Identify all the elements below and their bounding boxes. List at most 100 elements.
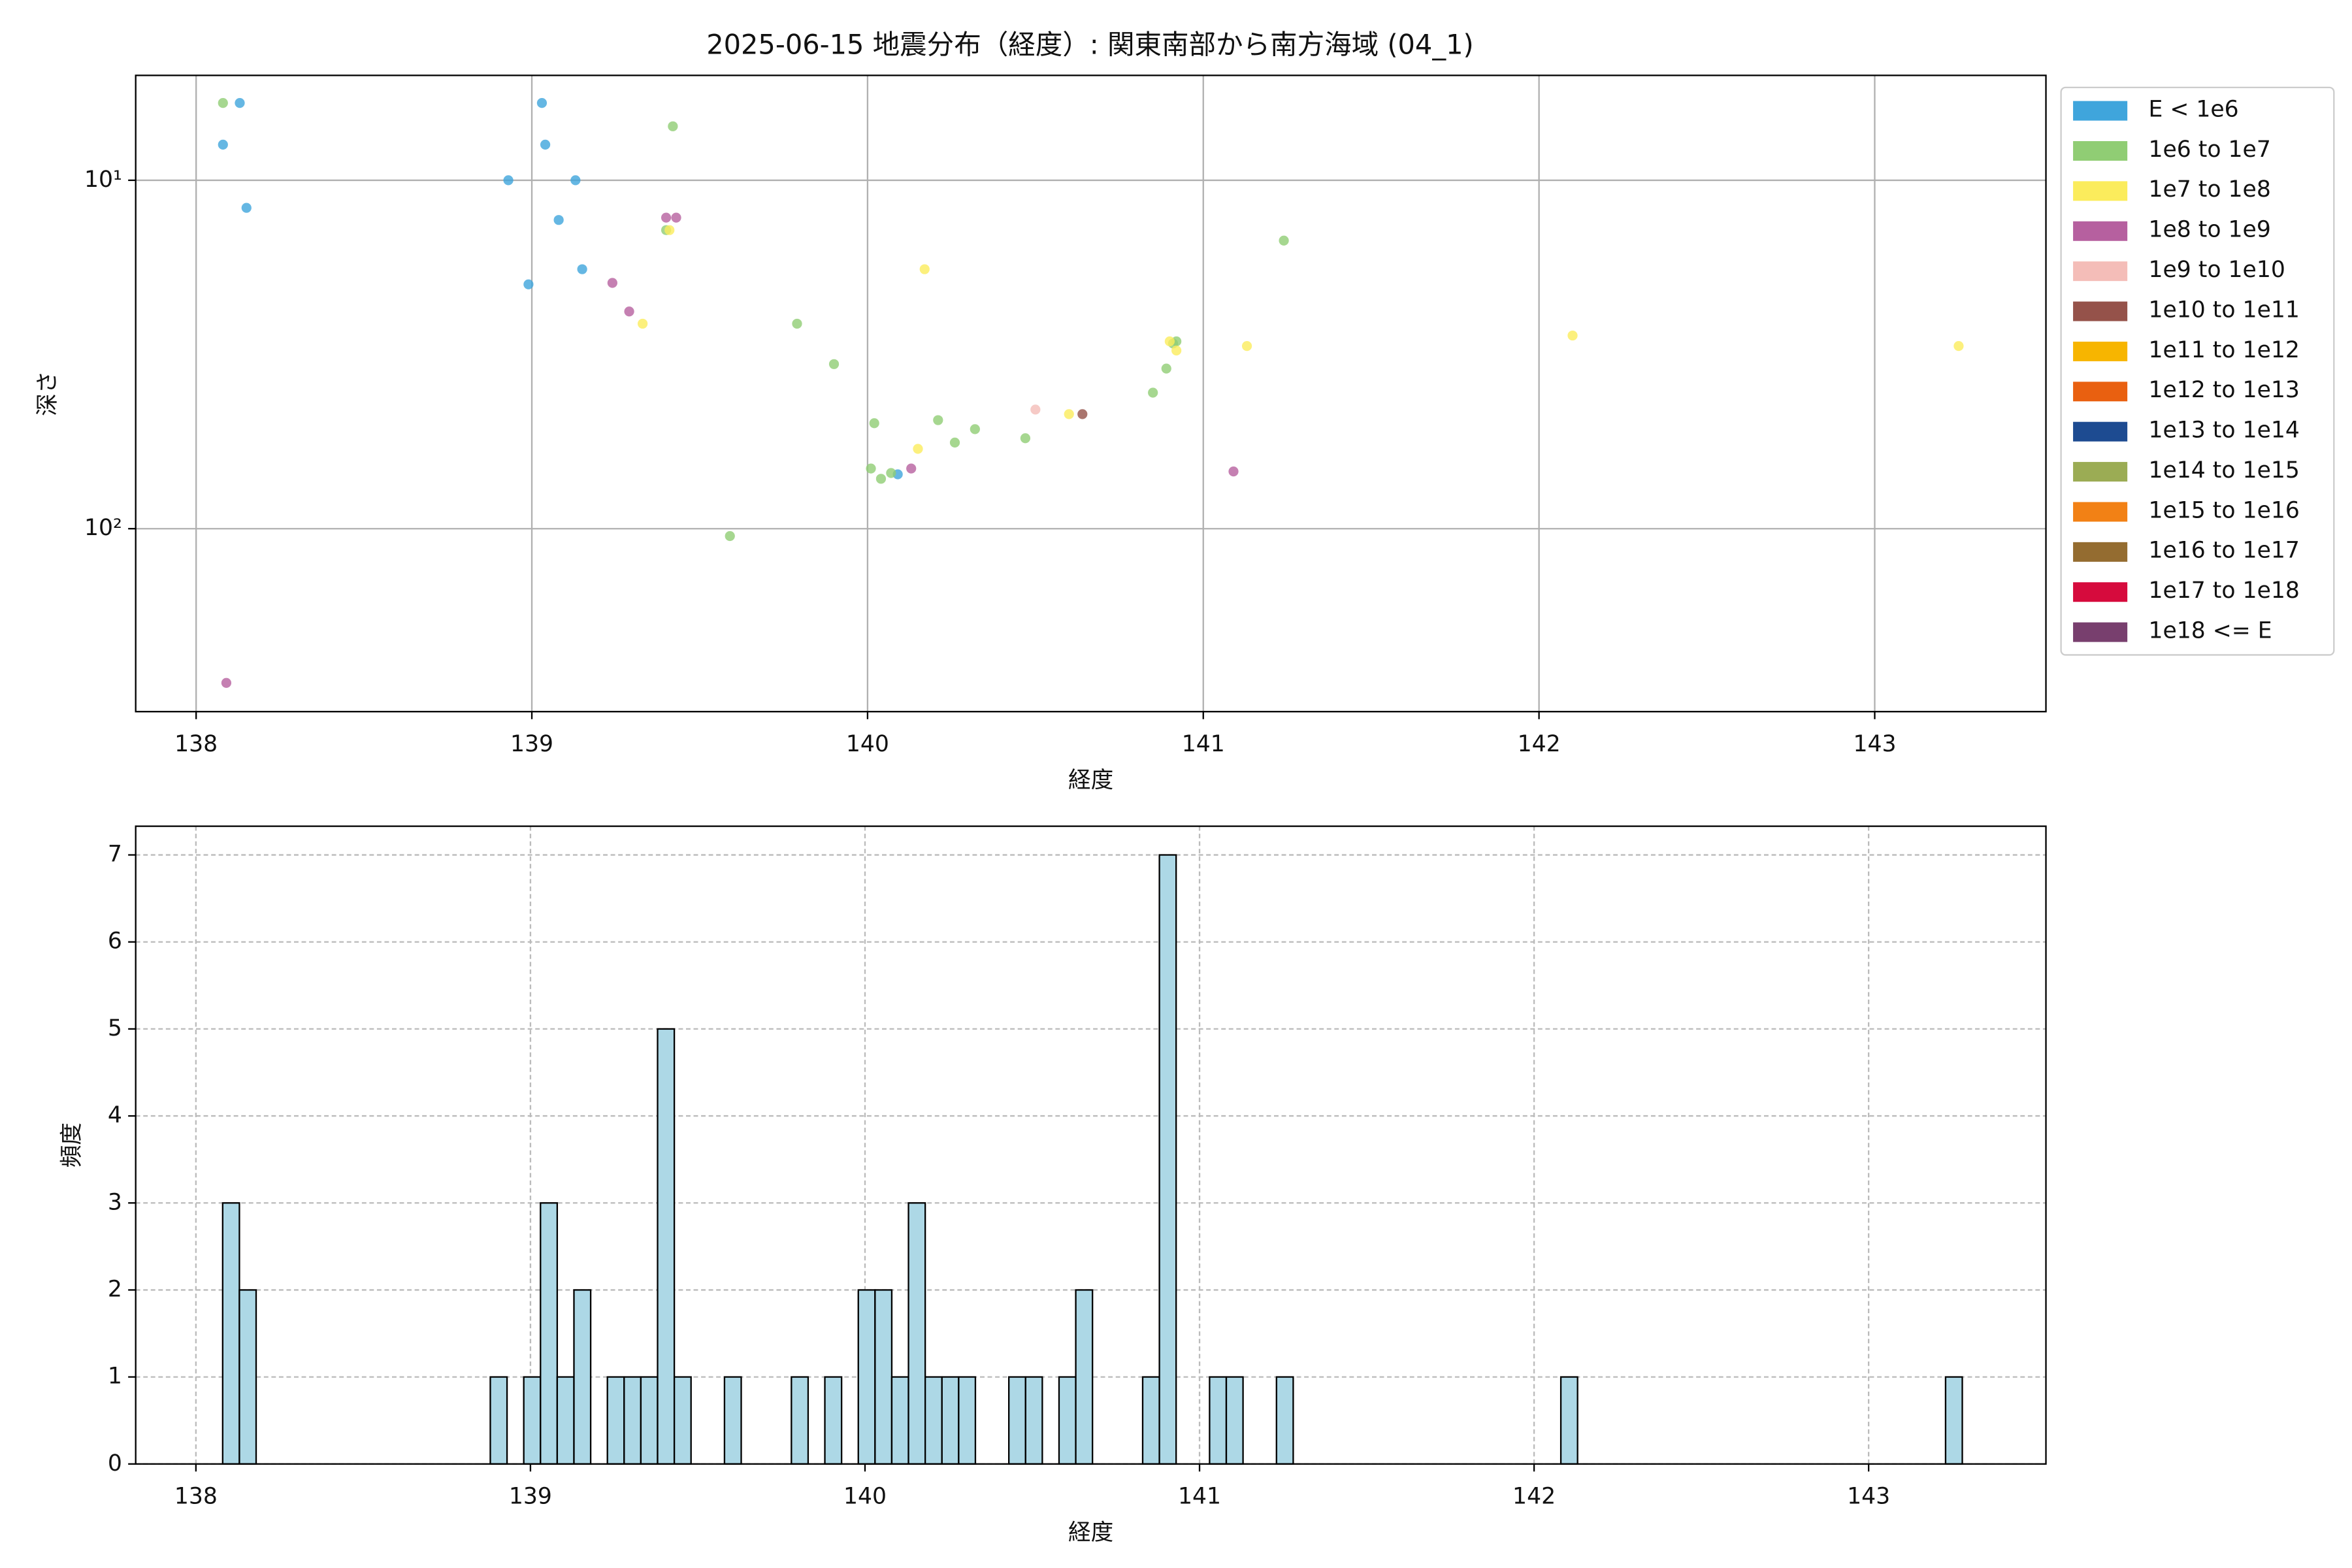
histogram-bar xyxy=(907,1202,926,1465)
x-tick-label: 139 xyxy=(510,731,553,757)
histogram-bar xyxy=(1008,1376,1026,1465)
histogram-bar xyxy=(1058,1376,1077,1465)
histogram-bar xyxy=(941,1376,960,1465)
scatter-point xyxy=(1161,363,1171,374)
scatter-point xyxy=(869,418,879,429)
scatter-point xyxy=(671,212,681,223)
scatter-point xyxy=(624,306,634,317)
histogram-bar xyxy=(824,1376,843,1465)
scatter-point xyxy=(577,264,587,274)
legend-swatch xyxy=(2073,421,2128,442)
legend-swatch xyxy=(2073,181,2128,201)
scatter-point xyxy=(218,139,228,150)
legend-swatch xyxy=(2073,582,2128,602)
histogram-bar xyxy=(640,1376,659,1465)
legend-swatch xyxy=(2073,502,2128,522)
plot-frame xyxy=(135,825,2047,1465)
x-tick-label: 140 xyxy=(846,731,889,757)
histogram-bar xyxy=(874,1289,893,1465)
scatter-point xyxy=(1228,466,1239,477)
scatter-point xyxy=(1171,345,1182,356)
scatter-point xyxy=(949,437,960,448)
legend-swatch xyxy=(2073,462,2128,482)
y-tick-label: 1 xyxy=(108,1364,122,1390)
scatter-point xyxy=(1077,409,1088,419)
legend-label: 1e10 to 1e11 xyxy=(2148,297,2299,323)
y-tick-label: 0 xyxy=(108,1450,122,1477)
legend-label: 1e12 to 1e13 xyxy=(2148,377,2299,403)
scatter-point xyxy=(661,212,672,223)
scatter-point xyxy=(553,215,564,225)
x-tick-label: 138 xyxy=(174,1484,218,1510)
legend-label: 1e6 to 1e7 xyxy=(2148,137,2270,163)
scatter-point xyxy=(241,203,252,213)
scatter-point xyxy=(1020,433,1031,444)
x-axis-label: 経度 xyxy=(1068,767,1113,793)
scatter-point xyxy=(235,97,245,108)
y-axis-label: 深さ xyxy=(35,371,61,416)
histogram-bar xyxy=(1225,1376,1244,1465)
legend-swatch xyxy=(2073,622,2128,642)
y-tick-label: 10¹ xyxy=(84,167,122,193)
x-tick-label: 143 xyxy=(1847,1484,1890,1510)
y-tick-label: 5 xyxy=(108,1015,122,1041)
scatter-point xyxy=(523,279,534,289)
legend-label: 1e11 to 1e12 xyxy=(2148,337,2299,363)
scatter-point xyxy=(906,463,917,474)
y-tick-label: 10² xyxy=(84,515,122,541)
histogram-bar xyxy=(924,1376,943,1465)
x-tick-label: 141 xyxy=(1182,731,1225,757)
legend-label: 1e15 to 1e16 xyxy=(2148,497,2299,523)
histogram-bar xyxy=(791,1376,809,1465)
histogram-bar xyxy=(623,1376,642,1465)
scatter-point xyxy=(919,264,930,274)
x-tick-label: 139 xyxy=(509,1484,552,1510)
histogram-bar xyxy=(540,1202,559,1465)
legend-label: 1e8 to 1e9 xyxy=(2148,217,2270,243)
histogram-bar xyxy=(1560,1376,1578,1465)
scatter-point xyxy=(668,121,678,131)
histogram-bar xyxy=(1944,1376,1963,1465)
x-tick-label: 138 xyxy=(174,731,218,757)
histogram-bar xyxy=(1275,1376,1294,1465)
x-tick-label: 142 xyxy=(1512,1484,1556,1510)
legend-label: E < 1e6 xyxy=(2148,96,2238,122)
y-tick-label: 4 xyxy=(108,1102,122,1128)
legend-swatch xyxy=(2073,542,2128,562)
legend-label: 1e7 to 1e8 xyxy=(2148,176,2270,203)
histogram-bar xyxy=(1209,1376,1228,1465)
histogram-bar xyxy=(1075,1289,1094,1465)
scatter-point xyxy=(221,678,232,688)
y-tick-label: 7 xyxy=(108,841,122,868)
legend-swatch xyxy=(2073,261,2128,282)
histogram-bar xyxy=(958,1376,977,1465)
histogram-bar xyxy=(606,1376,625,1465)
scatter-point xyxy=(540,139,551,150)
scatter-point xyxy=(913,444,923,454)
scatter-point xyxy=(725,531,735,542)
scatter-point xyxy=(607,278,617,288)
scatter-point xyxy=(792,318,802,329)
scatter-point xyxy=(218,97,228,108)
legend-label: 1e16 to 1e17 xyxy=(2148,538,2299,564)
scatter-point xyxy=(1030,404,1041,415)
histogram-bar xyxy=(857,1289,876,1465)
scatter-point xyxy=(638,318,648,329)
legend-swatch xyxy=(2073,341,2128,361)
histogram-bar xyxy=(1141,1376,1160,1465)
legend-swatch xyxy=(2073,301,2128,321)
legend-label: 1e18 <= E xyxy=(2148,617,2272,644)
scatter-point xyxy=(1241,340,1252,351)
legend-swatch xyxy=(2073,382,2128,402)
histogram-bar xyxy=(238,1289,257,1465)
x-axis-label: 経度 xyxy=(1068,1520,1113,1546)
legend-label: 1e9 to 1e10 xyxy=(2148,257,2285,283)
histogram-bar xyxy=(523,1376,542,1465)
scatter-point xyxy=(1567,330,1578,341)
legend-label: 1e13 to 1e14 xyxy=(2148,417,2299,444)
x-tick-label: 141 xyxy=(1178,1484,1221,1510)
chart-title: 2025-06-15 地震分布（経度）: 関東南部から南方海域 (04_1) xyxy=(706,29,1474,61)
scatter-point xyxy=(1279,235,1289,246)
scatter-point xyxy=(875,474,887,484)
